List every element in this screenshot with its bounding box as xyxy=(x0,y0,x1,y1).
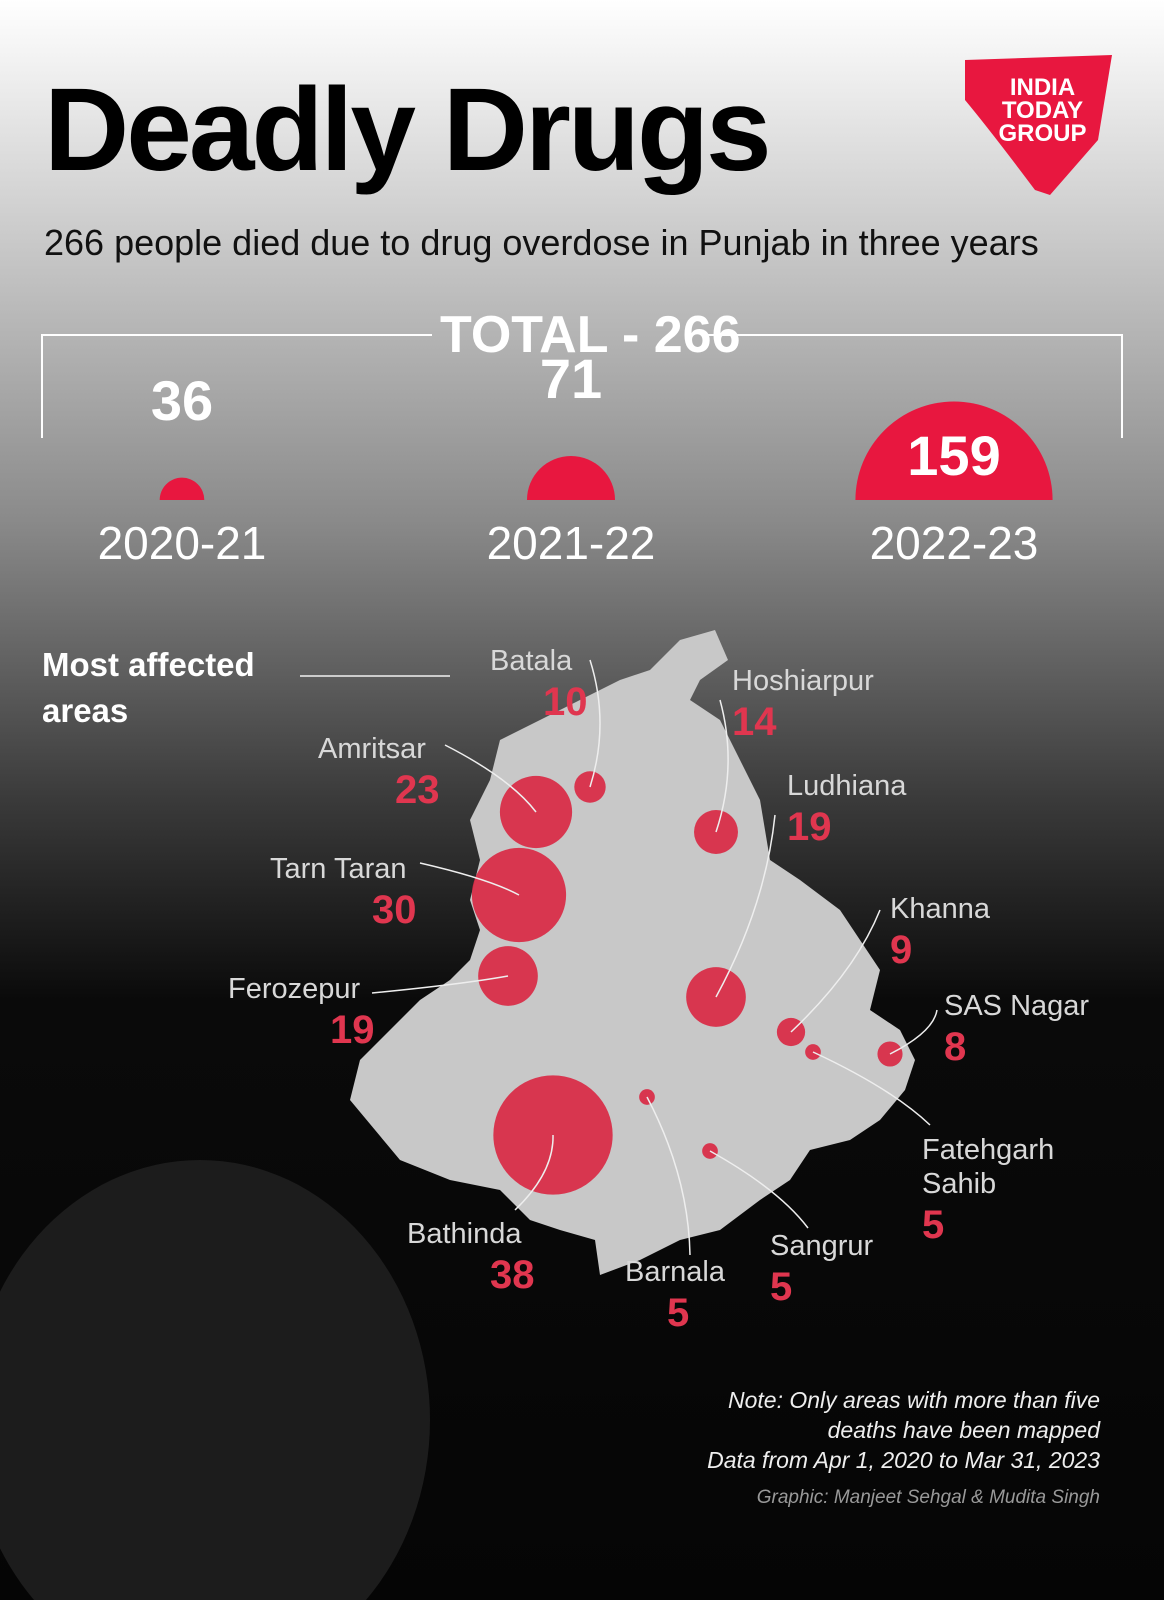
area-name: Fatehgarh Sahib xyxy=(922,1134,1055,1200)
semicircle xyxy=(855,401,1053,500)
subtitle: 266 people died due to drug overdose in … xyxy=(44,222,1039,263)
area-name: SAS Nagar xyxy=(944,990,1090,1022)
leader-line xyxy=(646,1096,691,1256)
leader-line xyxy=(715,814,776,998)
person-silhouette xyxy=(0,1160,430,1600)
leader-line xyxy=(715,699,729,833)
area-value: 38 xyxy=(490,1253,535,1297)
note: Note: Only areas with more than five dea… xyxy=(728,1387,1100,1443)
area-value: 14 xyxy=(732,700,777,744)
category-label: 2020-21 xyxy=(97,517,267,569)
credit: Graphic: Manjeet Sehgal & Mudita Singh xyxy=(756,1487,1100,1508)
logo-shape xyxy=(965,55,1112,195)
punjab-map xyxy=(350,630,915,1275)
logo-text: TODAY xyxy=(1001,97,1084,124)
leader-line xyxy=(889,1009,938,1055)
area-value: 19 xyxy=(787,805,832,849)
logo: INDIA TODAY GROUP xyxy=(985,74,1100,147)
leader-line xyxy=(514,1134,554,1211)
area-name: Barnala xyxy=(625,1256,725,1288)
area-name: Ferozepur xyxy=(228,973,361,1005)
area-name: Bathinda xyxy=(407,1218,522,1250)
map-title: Most affected areas xyxy=(42,646,255,729)
area-value: 8 xyxy=(944,1025,967,1069)
area-value: 5 xyxy=(667,1291,690,1335)
logo-text: INDIA xyxy=(1009,74,1076,101)
semicircle xyxy=(526,455,616,500)
area-name: Hoshiarpur xyxy=(732,665,874,697)
area-value: 30 xyxy=(372,888,417,932)
area-name: Batala xyxy=(490,645,573,677)
area-value: 5 xyxy=(922,1203,945,1247)
value-label: 159 xyxy=(907,424,1001,488)
leader-line xyxy=(812,1051,931,1126)
leader-line xyxy=(419,862,520,896)
semicircle xyxy=(159,477,205,500)
value-label: 36 xyxy=(150,368,214,432)
leader-line xyxy=(371,975,509,994)
leader-line xyxy=(790,909,881,1033)
leader-line xyxy=(444,744,537,813)
category-label: 2021-22 xyxy=(486,517,656,569)
area-name: Khanna xyxy=(890,893,990,925)
total-label: TOTAL - 266 xyxy=(440,306,741,364)
area-value: 10 xyxy=(543,680,588,724)
area-name: Tarn Taran xyxy=(270,853,407,885)
area-name: Amritsar xyxy=(318,733,426,765)
area-value: 23 xyxy=(395,768,440,812)
logo-text: GROUP xyxy=(998,120,1087,147)
leader-line xyxy=(589,659,601,788)
value-label: 71 xyxy=(539,346,603,410)
category-label: 2022-23 xyxy=(869,517,1039,569)
area-value: 9 xyxy=(890,928,913,972)
area-value: 19 xyxy=(330,1008,375,1052)
title: Deadly Drugs xyxy=(44,64,772,196)
area-value: 5 xyxy=(770,1265,793,1309)
area-name: Sangrur xyxy=(770,1230,874,1262)
period: Data from Apr 1, 2020 to Mar 31, 2023 xyxy=(707,1447,1100,1473)
leader-line xyxy=(709,1150,809,1229)
area-name: Ludhiana xyxy=(787,770,907,802)
